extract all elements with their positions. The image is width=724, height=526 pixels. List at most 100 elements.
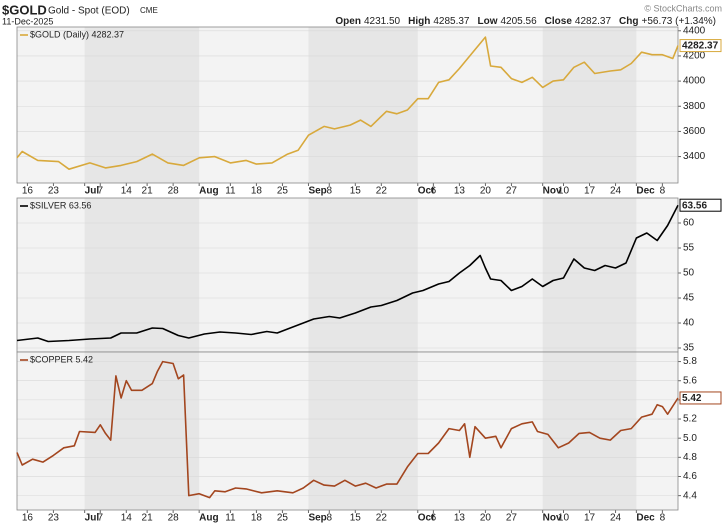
last-value-label: 4282.37	[682, 41, 719, 52]
x-tick-label: 14	[121, 186, 133, 197]
month-band	[308, 198, 418, 352]
month-band	[542, 27, 637, 183]
x-tick-label: 13	[454, 513, 466, 524]
y-tick-label: 4.4	[683, 490, 697, 501]
x-tick-label: 25	[277, 513, 289, 524]
x-tick-label: 14	[121, 513, 133, 524]
y-tick-label: 4.6	[683, 471, 697, 482]
x-tick-label: 8	[660, 186, 666, 197]
quote-label: Low	[478, 16, 498, 27]
quote-label: High	[408, 16, 430, 27]
last-value-tag	[679, 39, 722, 53]
x-tick-label: 18	[251, 186, 263, 197]
last-value-label: 63.56	[682, 200, 707, 211]
x-tick-label: 13	[454, 186, 466, 197]
y-tick-label: 4200	[683, 51, 706, 62]
x-tick-label: 21	[142, 186, 154, 197]
x-tick-label: 15	[350, 513, 362, 524]
x-tick-label: 28	[168, 513, 180, 524]
x-tick-label: Sep	[308, 186, 326, 197]
y-tick-label: 4400	[683, 25, 706, 36]
exchange: CME	[140, 6, 158, 15]
x-tick-label: Oct	[418, 513, 435, 524]
quote-value: 4205.56	[501, 16, 538, 27]
last-value-tag	[679, 391, 722, 405]
y-tick-label: 3600	[683, 126, 706, 137]
y-tick-label: 5.0	[683, 433, 697, 444]
x-tick-label: 6	[431, 186, 437, 197]
panel-border	[16, 351, 679, 511]
x-tick-label: Jul	[85, 186, 100, 197]
x-tick-label: 7	[97, 186, 103, 197]
x-tick-label: 23	[48, 513, 60, 524]
x-tick-label: 21	[142, 513, 154, 524]
price-line	[16, 204, 679, 343]
x-tick-label: 16	[22, 513, 34, 524]
x-tick-label: Aug	[199, 186, 218, 197]
x-tick-label: 10	[558, 513, 570, 524]
y-tick-label: 5.6	[683, 375, 697, 386]
x-tick-label: 18	[251, 513, 263, 524]
x-tick-label: Oct	[418, 186, 435, 197]
x-tick-label: 28	[168, 186, 180, 197]
x-tick-label: 8	[327, 513, 333, 524]
x-tick-label: Aug	[199, 513, 218, 524]
y-tick-label: 60	[683, 218, 695, 229]
quote-label: Chg	[619, 16, 638, 27]
y-tick-label: 3800	[683, 101, 706, 112]
quote-value: 4231.50	[364, 16, 401, 27]
price-line	[16, 360, 679, 499]
y-tick-label: 45	[683, 293, 695, 304]
x-tick-label: 25	[277, 186, 289, 197]
y-tick-label: 4000	[683, 76, 706, 87]
x-tick-label: Sep	[308, 513, 326, 524]
x-tick-label: 8	[660, 513, 666, 524]
quote-label: Open	[335, 16, 361, 27]
legend-label: $GOLD (Daily) 4282.37	[30, 29, 124, 39]
month-band	[308, 352, 418, 510]
quote-value: +56.73 (+1.34%)	[642, 16, 717, 27]
x-tick-label: 24	[610, 186, 622, 197]
x-tick-label: 7	[97, 513, 103, 524]
x-tick-label: 8	[327, 186, 333, 197]
x-tick-label: 23	[48, 186, 60, 197]
legend-label: $SILVER 63.56	[30, 200, 91, 210]
copyright: © StockCharts.com	[644, 3, 722, 13]
x-tick-label: 16	[22, 186, 34, 197]
x-tick-label: 17	[584, 186, 596, 197]
x-tick-label: 22	[376, 186, 388, 197]
x-tick-label: Dec	[636, 186, 655, 197]
x-tick-label: 10	[558, 186, 570, 197]
last-value-label: 5.42	[682, 393, 702, 404]
panel-border	[16, 26, 679, 184]
quote-line: Open 4231.50 High 4285.37 Low 4205.56 Close 428…	[335, 16, 716, 27]
x-tick-label: 15	[350, 186, 362, 197]
price-line	[16, 36, 679, 170]
x-tick-label: 11	[225, 186, 236, 197]
y-tick-label: 50	[683, 268, 695, 279]
y-tick-label: 35	[683, 343, 695, 354]
x-tick-label: 20	[480, 186, 492, 197]
last-value-tag	[679, 198, 722, 212]
quote-value: 4282.37	[575, 16, 612, 27]
x-tick-label: 20	[480, 513, 492, 524]
x-tick-label: 27	[506, 186, 518, 197]
x-tick-label: 11	[225, 513, 236, 524]
chart-title: $GOLD	[2, 2, 47, 17]
chart-subtitle: Gold - Spot (EOD)	[48, 6, 130, 17]
month-band	[84, 27, 200, 183]
y-tick-label: 4.8	[683, 452, 697, 463]
month-band	[308, 27, 418, 183]
x-tick-label: 27	[506, 513, 518, 524]
y-tick-label: 55	[683, 243, 695, 254]
x-tick-label: 6	[431, 513, 437, 524]
y-tick-label: 5.8	[683, 356, 697, 367]
month-band	[84, 198, 200, 352]
x-tick-label: Dec	[636, 513, 655, 524]
y-tick-label: 40	[683, 318, 695, 329]
x-tick-label: Nov	[543, 186, 562, 197]
y-tick-label: 5.2	[683, 414, 697, 425]
date: 11-Dec-2025	[2, 16, 53, 26]
quote-value: 4285.37	[433, 16, 470, 27]
